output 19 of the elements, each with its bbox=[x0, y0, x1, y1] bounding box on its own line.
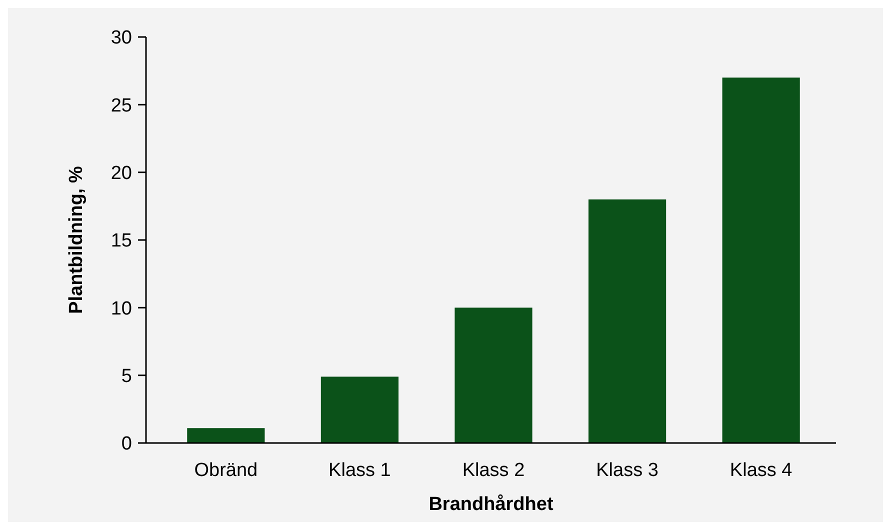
y-axis-title: Plantbildning, % bbox=[66, 166, 87, 314]
x-tick-label: Klass 2 bbox=[462, 460, 525, 481]
y-tick-label: 25 bbox=[110, 95, 132, 116]
bar bbox=[320, 376, 399, 443]
y-tick-label: 20 bbox=[110, 162, 132, 184]
y-tick-label: 0 bbox=[121, 434, 132, 455]
x-axis-title: Brandhårdhet bbox=[428, 494, 554, 515]
y-tick-label: 10 bbox=[110, 298, 132, 320]
x-tick-label: Klass 4 bbox=[730, 460, 793, 481]
bar bbox=[454, 308, 532, 443]
x-tick-label: Klass 1 bbox=[328, 460, 391, 481]
x-tick-label: Klass 3 bbox=[596, 460, 658, 481]
x-tick-label: Obränd bbox=[194, 460, 258, 481]
bar bbox=[588, 199, 666, 443]
y-tick-label: 5 bbox=[121, 366, 132, 387]
y-tick-label: 30 bbox=[110, 28, 132, 49]
bar bbox=[722, 78, 800, 443]
y-tick-label: 15 bbox=[110, 230, 132, 252]
bar bbox=[187, 428, 265, 443]
